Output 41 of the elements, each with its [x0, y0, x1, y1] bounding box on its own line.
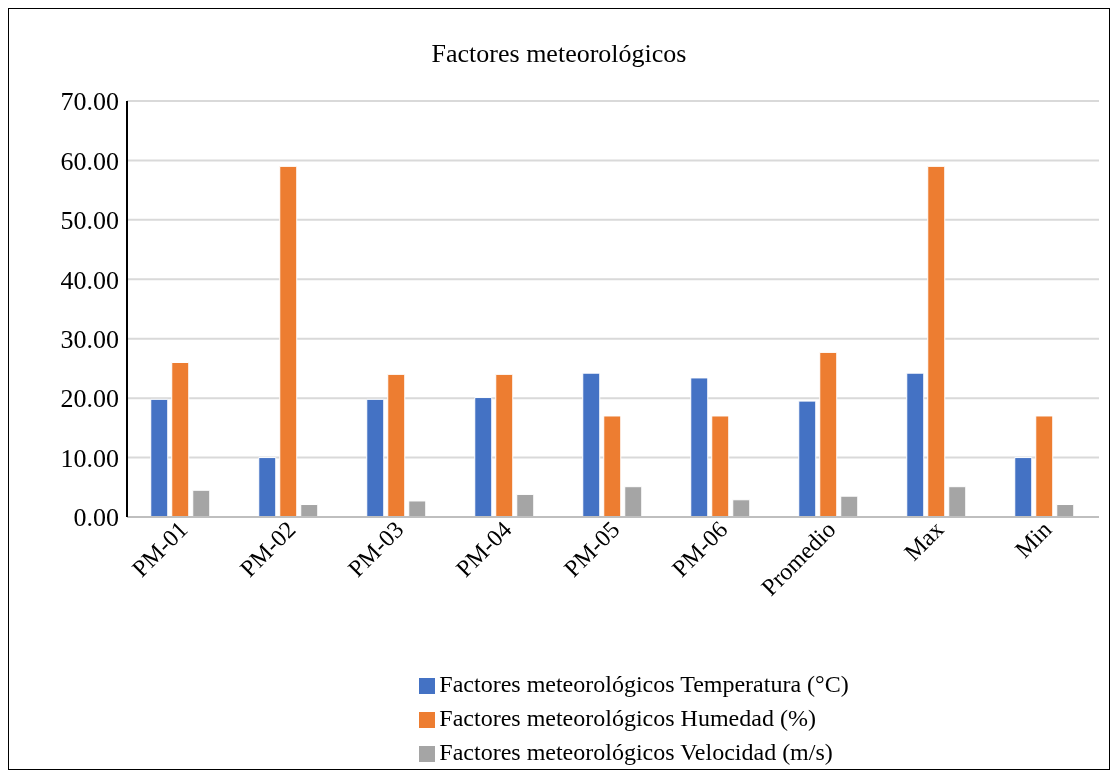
bar — [258, 457, 277, 517]
bar — [732, 499, 751, 517]
bar — [474, 397, 493, 517]
y-tick-label: 0.00 — [73, 503, 119, 533]
bar — [150, 398, 169, 517]
bar — [711, 415, 730, 517]
bar — [840, 495, 859, 517]
bar — [516, 493, 535, 517]
bar — [387, 373, 406, 517]
bar — [192, 489, 211, 517]
x-tick-label: Max — [899, 516, 949, 566]
x-tick-label: Min — [1009, 516, 1057, 563]
chart-title: Factores meteorológicos — [430, 39, 688, 69]
bar — [171, 361, 190, 517]
legend-label: Factores meteorológicos Temperatura (°C) — [439, 671, 849, 697]
y-tick-label: 20.00 — [60, 384, 119, 414]
legend-label: Factores meteorológicos Velocidad (m/s) — [439, 739, 833, 765]
bar — [1014, 457, 1033, 517]
y-tick-label: 30.00 — [60, 324, 119, 354]
y-tick-label: 70.00 — [60, 87, 119, 117]
y-tick-label: 40.00 — [60, 265, 119, 295]
bar — [366, 398, 385, 517]
bar — [279, 165, 298, 517]
bar — [408, 500, 427, 517]
bar — [1035, 415, 1054, 517]
bar — [603, 415, 622, 517]
y-tick-label: 50.00 — [60, 206, 119, 236]
y-tick-label: 60.00 — [60, 146, 119, 176]
bar — [624, 486, 643, 517]
bar — [495, 373, 514, 517]
bar — [582, 372, 601, 517]
bar — [690, 377, 709, 517]
y-tick-label: 10.00 — [60, 443, 119, 473]
bar — [1056, 504, 1075, 517]
bar — [798, 400, 817, 517]
bar — [300, 504, 319, 517]
legend-label: Factores meteorológicos Humedad (%) — [439, 705, 816, 731]
bar — [948, 486, 967, 517]
bar — [927, 165, 946, 517]
bar — [819, 351, 838, 517]
bar — [906, 372, 925, 517]
